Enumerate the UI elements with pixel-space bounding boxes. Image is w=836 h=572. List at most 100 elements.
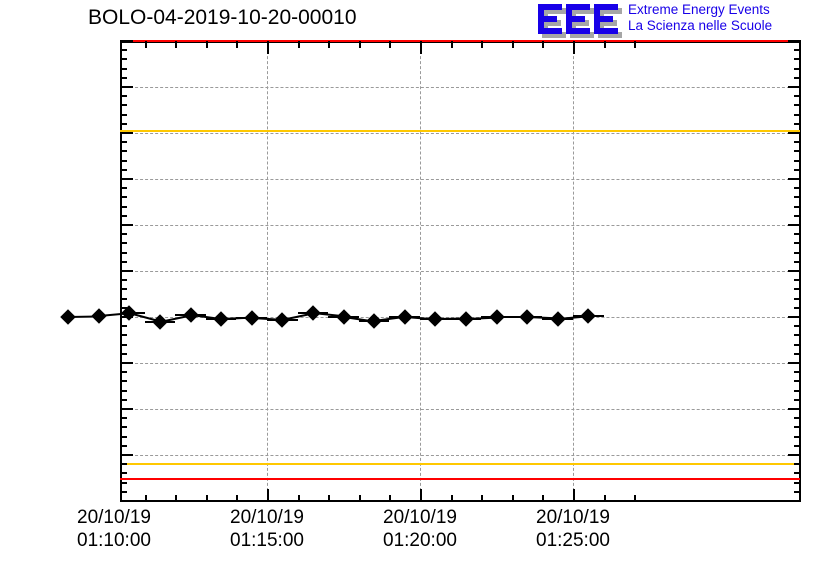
x-tick-top	[511, 41, 514, 48]
series-connector	[68, 315, 99, 318]
x-tick-top	[328, 41, 331, 48]
x-tick	[175, 495, 178, 502]
y-tick	[120, 490, 127, 493]
y-tick	[120, 288, 127, 291]
y-tick	[120, 122, 127, 125]
y-tick-right	[794, 260, 801, 263]
y-tick-right	[794, 233, 801, 236]
y-tick-right	[788, 408, 801, 410]
y-tick-right	[794, 150, 801, 153]
x-tick-top	[236, 41, 239, 48]
x-tick	[511, 495, 514, 502]
gridline-vertical	[267, 41, 268, 501]
y-tick-right	[794, 371, 801, 374]
y-tick-right	[794, 490, 801, 493]
x-tick-top	[358, 41, 361, 48]
x-tick	[267, 489, 269, 502]
y-tick-right	[794, 279, 801, 282]
y-tick-right	[788, 86, 801, 88]
y-tick-right	[794, 297, 801, 300]
threshold-line-lower-alarm	[120, 477, 800, 480]
axis-top	[120, 41, 801, 43]
x-tick	[450, 495, 453, 502]
y-tick	[120, 168, 127, 171]
y-tick-right	[794, 398, 801, 401]
x-tick	[481, 495, 484, 502]
y-tick	[120, 270, 133, 272]
y-tick	[120, 224, 133, 226]
y-tick-right	[794, 426, 801, 429]
x-tick-top	[542, 41, 545, 48]
y-tick-right	[794, 472, 801, 475]
y-tick	[120, 233, 127, 236]
y-tick-right	[794, 49, 801, 52]
gridline-horizontal	[120, 363, 800, 364]
y-tick	[120, 426, 127, 429]
logo-text-line2: La Scienza nelle Scuole	[628, 18, 773, 33]
y-tick-right	[794, 463, 801, 466]
x-tick	[358, 495, 361, 502]
x-tick-top	[144, 41, 147, 48]
x-tick-label: 20/10/19 01:10:00	[34, 506, 194, 552]
eee-logo: Extreme Energy Events La Scienza nelle S…	[538, 2, 834, 38]
y-tick	[120, 159, 127, 162]
y-tick	[120, 67, 127, 70]
data-point-marker	[90, 308, 107, 324]
x-tick-top	[603, 41, 606, 48]
x-tick-label: 20/10/19 01:20:00	[340, 506, 500, 552]
y-tick	[120, 417, 127, 420]
y-tick-right	[788, 362, 801, 364]
y-tick-right	[794, 141, 801, 144]
x-tick-top	[573, 41, 575, 54]
y-tick-right	[794, 168, 801, 171]
y-tick	[120, 316, 133, 318]
x-tick-label-date: 20/10/19	[230, 507, 304, 528]
y-tick	[120, 389, 127, 392]
x-tick	[205, 495, 208, 502]
y-tick	[120, 481, 127, 484]
gridline-horizontal	[120, 87, 800, 88]
y-tick	[120, 444, 127, 447]
y-tick	[120, 463, 127, 466]
y-tick	[120, 141, 127, 144]
y-tick	[120, 352, 127, 355]
x-tick	[603, 495, 606, 502]
threshold-line-upper-warning	[120, 129, 800, 132]
eee-logo-mark	[538, 4, 622, 38]
y-tick-right	[788, 454, 801, 456]
y-tick-right	[794, 95, 801, 98]
gridline-horizontal	[120, 133, 800, 134]
y-tick	[120, 371, 127, 374]
y-tick	[120, 196, 127, 199]
y-tick-right	[794, 187, 801, 190]
x-tick	[634, 495, 637, 502]
x-tick-label-date: 20/10/19	[77, 507, 151, 528]
y-tick-right	[794, 444, 801, 447]
logo-text-line1: Extreme Energy Events	[628, 2, 770, 17]
x-tick-label-time: 01:20:00	[383, 530, 457, 551]
x-tick	[328, 495, 331, 502]
y-tick-right	[794, 76, 801, 79]
y-tick	[120, 49, 127, 52]
x-tick-top	[175, 41, 178, 48]
x-tick-top	[297, 41, 300, 48]
y-tick	[120, 95, 127, 98]
y-tick-right	[794, 242, 801, 245]
y-tick	[120, 343, 127, 346]
y-tick-right	[794, 214, 801, 217]
y-tick	[120, 113, 127, 116]
gridline-vertical	[573, 41, 574, 501]
y-tick-right	[794, 122, 801, 125]
x-tick	[389, 495, 392, 502]
y-tick	[120, 260, 127, 263]
y-tick-right	[788, 178, 801, 180]
x-tick-top	[634, 41, 637, 48]
x-tick-top	[205, 41, 208, 48]
plot-area	[120, 40, 801, 502]
y-tick-right	[794, 389, 801, 392]
y-tick	[120, 132, 133, 134]
y-tick	[120, 76, 127, 79]
gridline-vertical	[420, 41, 421, 501]
y-tick-right	[794, 159, 801, 162]
y-tick	[120, 214, 127, 217]
